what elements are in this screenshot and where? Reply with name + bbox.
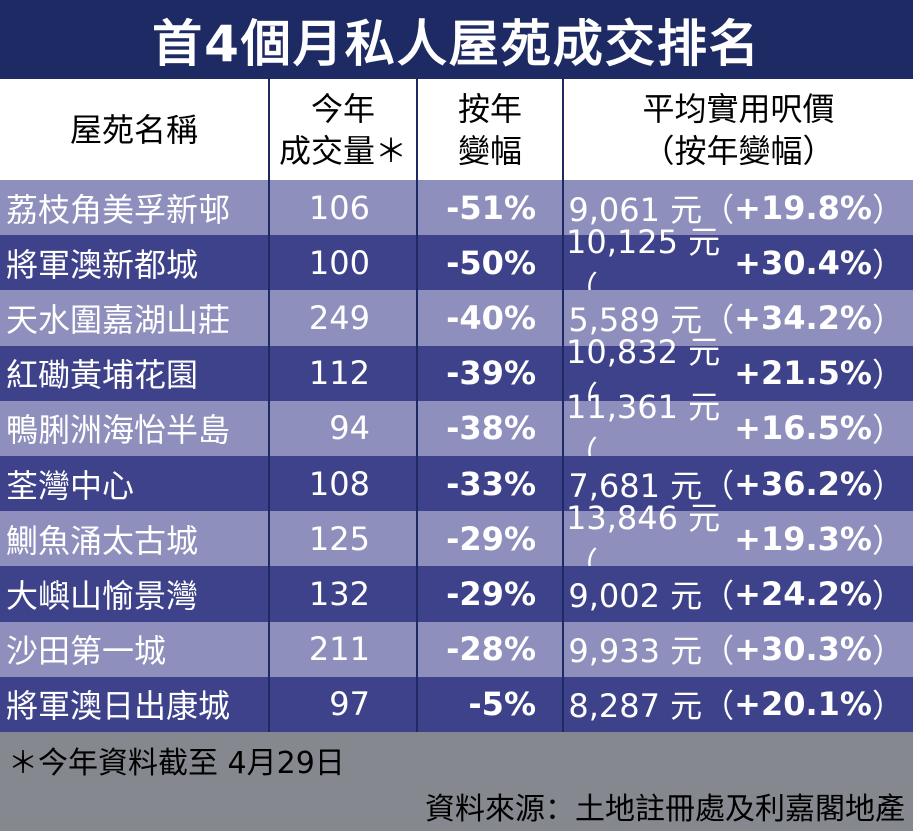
price-close: ）: [871, 300, 904, 339]
table-row: 鰂魚涌太古城 125 -29% 13,846 元（ +19.3%）: [0, 499, 913, 583]
change-cell: -5%: [468, 685, 536, 724]
change-cell: -51%: [446, 188, 536, 227]
table-row: 將軍澳日出康城 97 -5% 8,287 元（ +20.1%）: [0, 676, 913, 732]
volume-cell: 112: [308, 354, 370, 393]
price-close: ）: [871, 411, 904, 450]
header-price-line2: （按年變幅）: [642, 131, 835, 170]
price-cell: 5,589 元（ +34.2%）: [566, 290, 904, 345]
column-divider: [562, 79, 564, 732]
price-cell: 11,361 元（ +16.5%）: [566, 388, 904, 472]
price-cell: 9,002 元（ +24.2%）: [566, 566, 904, 621]
volume-cell: 211: [308, 630, 370, 669]
volume-cell: 108: [308, 464, 370, 503]
header-name: 屋苑名稱: [0, 79, 268, 180]
estate-name: 紅磡黃埔花園: [6, 356, 199, 395]
price-close: ）: [871, 521, 904, 560]
footnote: ＊今年資料截至 4月29日: [8, 746, 345, 781]
price-value: 9,002 元（: [568, 576, 735, 615]
estate-name: 沙田第一城: [6, 632, 167, 671]
price-change: +36.2%: [734, 464, 872, 503]
price-value: 5,589 元（: [568, 300, 735, 339]
column-divider: [416, 79, 418, 732]
header-volume: 今年 成交量＊: [270, 79, 416, 180]
estate-name: 大嶼山愉景灣: [6, 576, 199, 615]
table-row: 大嶼山愉景灣 132 -29% 9,002 元（ +24.2%）: [0, 566, 913, 622]
price-close: ）: [871, 190, 904, 229]
header-change-line2: 變幅: [457, 131, 522, 170]
price-cell: 10,125 元（ +30.4%）: [566, 223, 904, 307]
source-credit: 資料來源：土地註冊處及利嘉閣地產: [425, 792, 905, 827]
price-value: 7,681 元（: [568, 466, 735, 505]
volume-cell: 94: [329, 409, 370, 448]
change-cell: -38%: [446, 409, 536, 448]
change-cell: -29%: [446, 574, 536, 613]
change-cell: -39%: [446, 354, 536, 393]
estate-name: 荔枝角美孚新邨: [6, 190, 231, 229]
volume-cell: 249: [308, 298, 370, 337]
change-cell: -50%: [446, 243, 536, 282]
estate-name: 將軍澳日出康城: [6, 687, 231, 726]
table-row: 沙田第一城 211 -28% 9,933 元（ +30.3%）: [0, 621, 913, 677]
change-cell: -33%: [446, 464, 536, 503]
header-change: 按年 變幅: [418, 79, 562, 180]
header-volume-line2: 成交量＊: [278, 131, 407, 170]
table-row: 鴨脷洲海怡半島 94 -38% 11,361 元（ +16.5%）: [0, 388, 913, 472]
volume-cell: 125: [308, 519, 370, 558]
table-row: 荔枝角美孚新邨 106 -51% 9,061 元（ +19.8%）: [0, 180, 913, 236]
table-row: 紅磡黃埔花園 112 -39% 10,832 元（ +21.5%）: [0, 333, 913, 417]
change-cell: -29%: [446, 519, 536, 558]
footer: ＊今年資料截至 4月29日 資料來源：土地註冊處及利嘉閣地產: [0, 732, 913, 831]
price-close: ）: [871, 245, 904, 284]
price-close: ）: [871, 687, 904, 726]
price-close: ）: [871, 466, 904, 505]
price-cell: 9,933 元（ +30.3%）: [566, 622, 904, 677]
table-header: 屋苑名稱 今年 成交量＊ 按年 變幅 平均實用呎價 （按年變幅）: [0, 79, 913, 180]
price-change: +20.1%: [734, 685, 872, 724]
volume-cell: 97: [329, 685, 370, 724]
estate-name: 將軍澳新都城: [6, 245, 199, 284]
price-value: 8,287 元（: [568, 687, 735, 726]
price-value: 9,933 元（: [568, 632, 735, 671]
price-cell: 9,061 元（ +19.8%）: [566, 180, 904, 235]
column-divider: [268, 79, 270, 732]
price-change: +19.3%: [734, 519, 872, 558]
volume-cell: 100: [308, 243, 370, 282]
price-close: ）: [871, 356, 904, 395]
header-price: 平均實用呎價 （按年變幅）: [564, 79, 913, 180]
price-change: +24.2%: [734, 574, 872, 613]
price-cell: 8,287 元（ +20.1%）: [566, 677, 904, 732]
price-cell: 13,846 元（ +19.3%）: [566, 499, 904, 583]
volume-cell: 132: [308, 574, 370, 613]
estate-name: 天水圍嘉湖山莊: [6, 300, 231, 339]
price-change: +30.3%: [734, 630, 872, 669]
header-change-line1: 按年: [457, 89, 522, 128]
price-change: +19.8%: [734, 188, 872, 227]
header-name-label: 屋苑名稱: [69, 110, 198, 149]
header-price-line1: 平均實用呎價: [642, 89, 835, 128]
header-volume-line1: 今年: [310, 89, 375, 128]
volume-cell: 106: [308, 188, 370, 227]
table-row: 荃灣中心 108 -33% 7,681 元（ +36.2%）: [0, 455, 913, 512]
change-cell: -40%: [446, 298, 536, 337]
price-change: +16.5%: [734, 409, 872, 448]
change-cell: -28%: [446, 630, 536, 669]
table-row: 天水圍嘉湖山莊 249 -40% 5,589 元（ +34.2%）: [0, 290, 913, 346]
table-body: 荔枝角美孚新邨 106 -51% 9,061 元（ +19.8%） 將軍澳新都城 …: [0, 180, 913, 732]
price-value: 9,061 元（: [568, 190, 735, 229]
price-cell: 7,681 元（ +36.2%）: [566, 456, 904, 511]
price-change: +21.5%: [734, 354, 872, 393]
price-close: ）: [871, 632, 904, 671]
price-change: +34.2%: [734, 298, 872, 337]
page-title: 首4個月私人屋苑成交排名: [0, 0, 913, 79]
price-value: 13,846 元（: [566, 498, 721, 583]
estate-name: 鰂魚涌太古城: [6, 521, 199, 560]
price-change: +30.4%: [734, 243, 872, 282]
estate-name: 鴨脷洲海怡半島: [6, 411, 231, 450]
estate-name: 荃灣中心: [6, 466, 135, 505]
price-close: ）: [871, 576, 904, 615]
table-row: 將軍澳新都城 100 -50% 10,125 元（ +30.4%）: [0, 223, 913, 307]
